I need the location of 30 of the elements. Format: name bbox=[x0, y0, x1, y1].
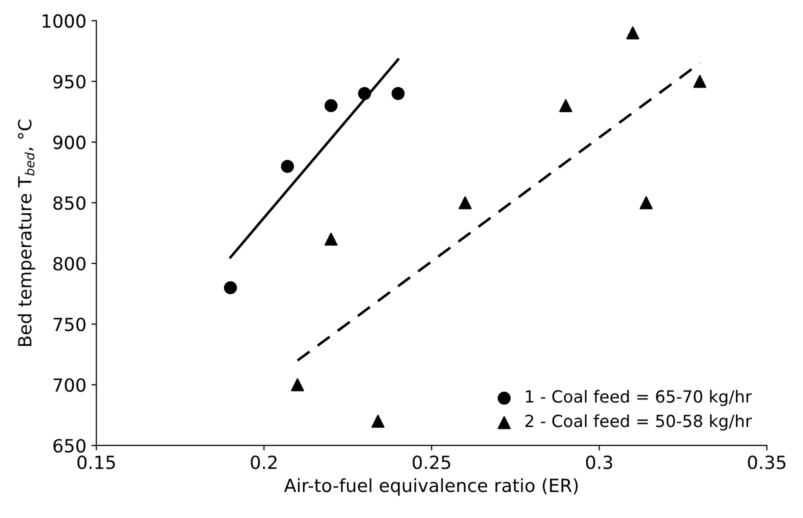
point bbox=[324, 99, 338, 112]
x-tick-label: 0.35 bbox=[748, 456, 786, 470]
y-tick-label: 700 bbox=[54, 378, 86, 392]
y-tick-label: 850 bbox=[53, 196, 86, 210]
y-tick-label: 1000 bbox=[42, 14, 86, 28]
point bbox=[224, 281, 237, 294]
legend-label: 2 - Coal feed = 50-58 kg/hr bbox=[525, 414, 752, 430]
x-tick-label: 0.2 bbox=[250, 456, 277, 470]
point bbox=[693, 74, 706, 88]
point bbox=[291, 378, 304, 392]
x-axis-title: Air-to-fuel equivalence ratio (ER) bbox=[284, 478, 578, 496]
x-tick-label: 0.15 bbox=[77, 456, 115, 470]
point bbox=[559, 99, 572, 112]
x-tick-label: 0.25 bbox=[412, 456, 450, 470]
x-tick-label: 0.3 bbox=[586, 456, 612, 470]
point bbox=[458, 196, 472, 210]
point bbox=[392, 87, 405, 100]
point bbox=[324, 232, 338, 246]
y-tick-label: 750 bbox=[54, 318, 86, 332]
point bbox=[626, 26, 640, 40]
legend-label: 1 - Coal feed = 65-70 kg/hr bbox=[526, 390, 752, 406]
point bbox=[280, 160, 294, 173]
y-tick-label: 650 bbox=[53, 438, 86, 453]
y-tick-label: 800 bbox=[53, 256, 86, 271]
y-tick-label: 900 bbox=[53, 136, 86, 150]
point bbox=[371, 414, 384, 428]
point bbox=[358, 87, 372, 100]
y-tick-label: 950 bbox=[53, 74, 86, 89]
y-axis-title: Bed temperature T$_{bed}$, °C bbox=[18, 120, 36, 346]
point bbox=[640, 196, 653, 210]
